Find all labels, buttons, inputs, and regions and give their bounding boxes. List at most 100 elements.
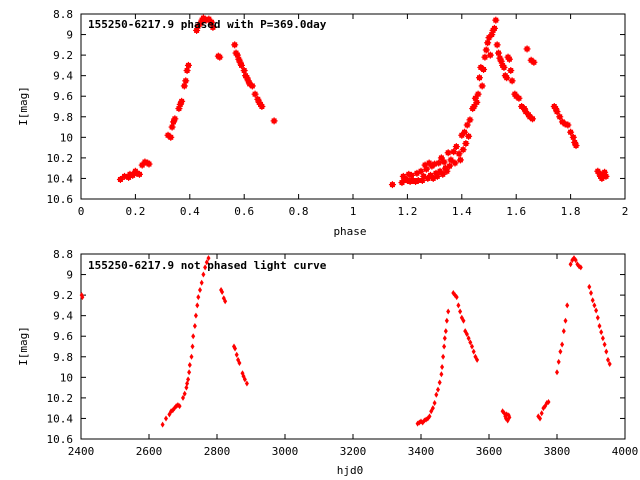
unphased-y-tick-label: 10.2 <box>47 392 74 405</box>
unphased-data-point <box>560 341 565 348</box>
phased-data-point <box>444 149 452 157</box>
unphased-data-points <box>79 255 612 428</box>
unphased-x-tick-label: 2600 <box>136 445 163 458</box>
phased-y-tick-label: 10 <box>60 131 73 144</box>
unphased-data-point <box>442 335 447 342</box>
phased-x-tick-label: 1.6 <box>506 205 526 218</box>
unphased-y-tick-label: 9 <box>66 269 73 282</box>
unphased-data-point <box>233 345 238 352</box>
unphased-data-point <box>223 298 228 305</box>
unphased-data-point <box>430 405 435 412</box>
phased-data-point <box>450 148 458 156</box>
phased-data-point <box>530 58 538 66</box>
phased-data-point <box>437 154 445 162</box>
phased-data-point <box>417 167 425 175</box>
unphased-data-point <box>187 369 192 376</box>
phased-data-point <box>180 82 188 90</box>
unphased-data-point <box>563 317 568 324</box>
unphased-data-point <box>558 348 563 355</box>
unphased-y-tick-label: 10.6 <box>47 433 74 446</box>
phased-y-tick-label: 9.8 <box>53 111 73 124</box>
phased-data-points <box>116 14 610 189</box>
unphased-data-point <box>458 308 463 315</box>
unphased-x-tick-labels: 2400 2600 2800 3000 3200 3400 3600 3800 4000 <box>68 445 639 458</box>
phased-data-point <box>482 46 490 54</box>
phased-x-tick-label: 0.4 <box>180 205 200 218</box>
unphased-data-point <box>193 312 198 319</box>
phased-data-point <box>463 121 471 129</box>
unphased-data-point <box>602 341 607 348</box>
phased-data-point <box>523 45 531 53</box>
unphased-data-point <box>80 294 85 301</box>
phased-y-tick-labels: 8.8 9 9.2 9.4 9.6 9.8 10 10.2 10.4 10.6 <box>47 8 74 206</box>
phased-x-tick-label: 0 <box>78 205 85 218</box>
phased-axis-ticks <box>80 13 626 200</box>
unphased-data-point <box>454 294 459 301</box>
phased-x-tick-label: 1 <box>350 205 357 218</box>
unphased-data-point <box>539 410 544 417</box>
unphased-data-point <box>437 379 442 386</box>
unphased-data-point <box>607 360 612 367</box>
unphased-data-point <box>244 380 249 387</box>
phased-data-point <box>602 172 610 180</box>
unphased-data-point <box>592 302 597 309</box>
phased-data-point <box>553 108 561 116</box>
phased-data-point <box>237 61 245 69</box>
phased-data-point <box>500 63 508 71</box>
phased-data-point <box>216 53 224 61</box>
phased-data-point <box>478 82 486 90</box>
unphased-data-point <box>203 264 208 271</box>
unphased-data-point <box>464 331 469 338</box>
phased-x-tick-label: 0.2 <box>125 205 145 218</box>
phased-light-curve-panel: 0 0.2 0.4 0.6 0.8 1 1.2 1.4 1.6 1.8 2 8.8 9 9.2 9.4 9.… <box>17 8 628 238</box>
phased-data-point <box>171 115 179 123</box>
phased-data-point <box>178 97 186 105</box>
unphased-x-tick-label: 3000 <box>272 445 299 458</box>
unphased-data-point <box>195 302 200 309</box>
unphased-data-point <box>191 333 196 340</box>
phased-data-point <box>475 74 483 82</box>
unphased-data-point <box>461 317 466 324</box>
unphased-x-tick-label: 4000 <box>612 445 639 458</box>
phased-data-point <box>116 175 124 183</box>
unphased-data-point <box>434 391 439 398</box>
phased-data-point <box>145 160 153 168</box>
phased-data-point <box>465 132 473 140</box>
unphased-data-point <box>440 364 445 371</box>
unphased-y-tick-label: 10 <box>60 371 73 384</box>
unphased-data-point <box>556 358 561 365</box>
phased-x-tick-label: 0.6 <box>234 205 254 218</box>
unphased-data-point <box>446 308 451 315</box>
phased-data-point <box>433 172 441 180</box>
phased-data-point <box>572 142 580 150</box>
phased-data-point <box>461 128 469 136</box>
phased-data-point <box>567 128 575 136</box>
phased-data-point <box>564 121 572 129</box>
phased-data-point <box>492 16 500 24</box>
unphased-data-point <box>590 297 595 304</box>
phased-data-point <box>183 67 191 75</box>
phased-data-point <box>486 51 494 59</box>
unphased-data-point <box>220 289 225 296</box>
unphased-y-tick-label: 9.2 <box>53 289 73 302</box>
phased-data-point <box>135 170 143 178</box>
unphased-data-point <box>196 294 201 301</box>
unphased-data-point <box>181 394 185 401</box>
phased-data-point <box>466 116 474 124</box>
phased-y-tick-label: 10.6 <box>47 193 74 206</box>
phased-data-point <box>462 140 470 147</box>
phased-data-point <box>209 23 217 31</box>
unphased-data-point <box>507 414 512 421</box>
phased-x-tick-label: 2 <box>622 205 629 218</box>
unphased-data-point <box>242 376 247 383</box>
unphased-y-tick-label: 9.4 <box>53 310 73 323</box>
unphased-data-point <box>597 322 602 329</box>
phased-data-point <box>167 133 175 141</box>
unphased-data-point <box>164 415 168 422</box>
unphased-data-point <box>468 339 473 346</box>
unphased-data-point <box>436 386 440 393</box>
unphased-data-point <box>189 353 194 360</box>
unphased-data-point <box>589 290 593 297</box>
unphased-data-point <box>471 348 476 355</box>
